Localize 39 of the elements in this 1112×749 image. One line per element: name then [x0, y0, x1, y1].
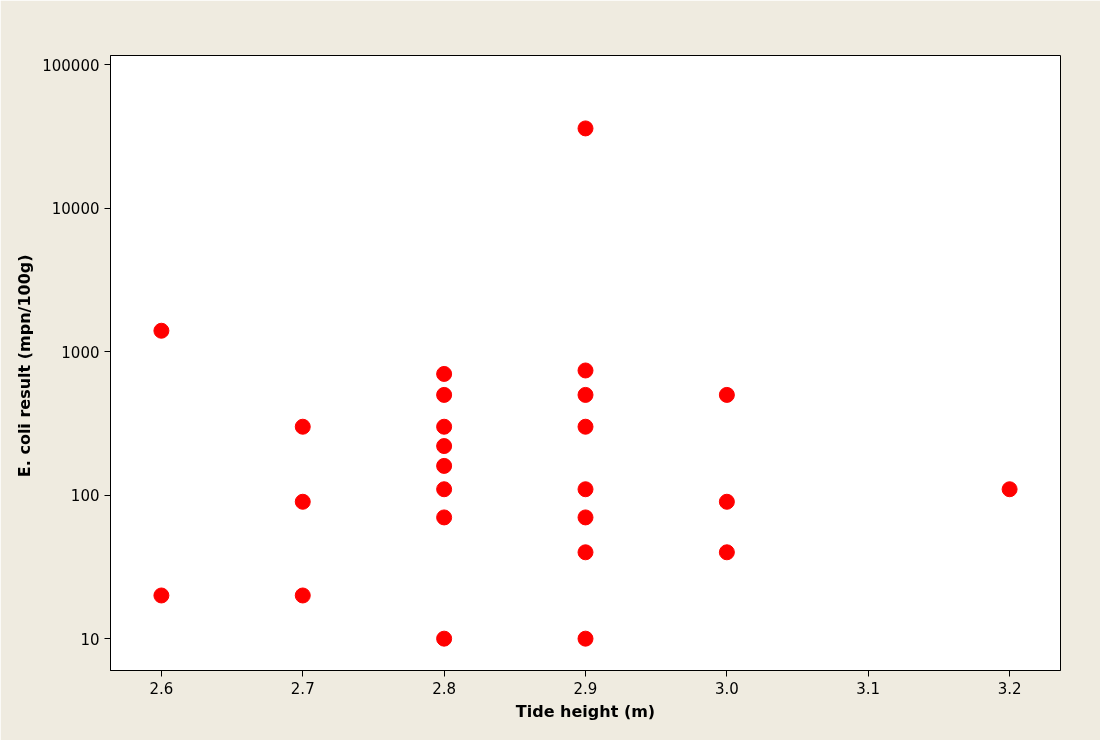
x-tick-label: 2.6 [149, 679, 174, 698]
point [294, 493, 311, 510]
point [577, 362, 594, 379]
point [577, 418, 594, 435]
point [436, 457, 453, 474]
point [153, 322, 170, 339]
point [577, 386, 594, 403]
x-axis-title: Tide height (m) [515, 701, 656, 721]
point [436, 438, 453, 455]
point [436, 386, 453, 403]
x-tick-label: 2.9 [573, 679, 598, 698]
y-tick-label: 10000 [51, 200, 100, 219]
point [294, 418, 311, 435]
point [718, 493, 735, 510]
y-tick-label: 10 [80, 630, 100, 649]
point [577, 509, 594, 526]
point [153, 587, 170, 604]
point [577, 630, 594, 647]
point [577, 481, 594, 498]
x-tick-label: 2.7 [290, 679, 315, 698]
y-tick-label: 100 [70, 487, 100, 506]
point [577, 544, 594, 561]
point [577, 120, 594, 137]
x-tick-label: 2.8 [432, 679, 457, 698]
point [718, 386, 735, 403]
point [718, 544, 735, 561]
x-tick-label: 3.2 [997, 679, 1022, 698]
point [436, 365, 453, 382]
x-tick-label: 3.0 [714, 679, 739, 698]
x-tick-label: 3.1 [856, 679, 881, 698]
point [436, 630, 453, 647]
point [436, 481, 453, 498]
point [436, 509, 453, 526]
point [294, 587, 311, 604]
y-axis-title: E. coli result (mpn/100g) [15, 254, 35, 478]
y-tick-label: 100000 [42, 56, 100, 75]
y-tick-label: 1000 [61, 343, 100, 362]
point [1001, 481, 1018, 498]
point [436, 418, 453, 435]
